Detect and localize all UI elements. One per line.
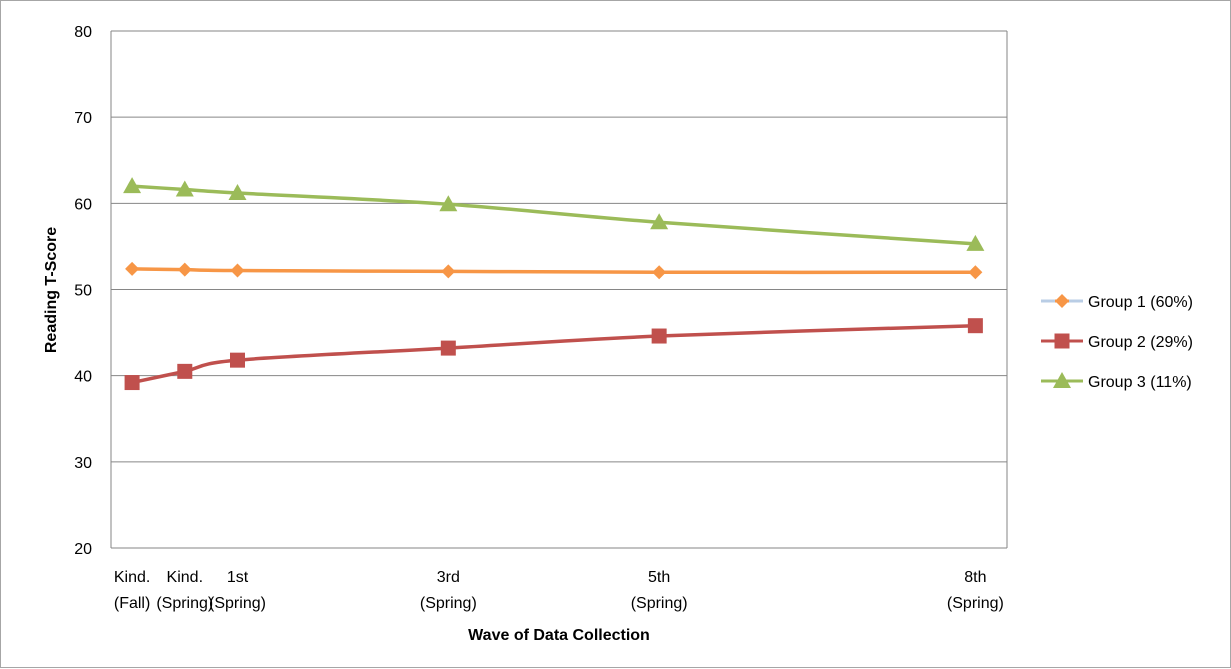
data-point <box>966 234 985 251</box>
y-tick-label: 80 <box>74 24 92 41</box>
y-tick-label: 60 <box>74 196 92 213</box>
data-point <box>440 340 456 356</box>
y-tick-label: 20 <box>74 541 92 558</box>
data-point <box>651 328 667 344</box>
data-point <box>229 352 245 368</box>
x-tick-labels: Kind. (Fall) Kind. (Spring) 1st (Spring) 3rd (S… <box>114 569 1004 612</box>
y-tick-label: 30 <box>74 455 92 472</box>
x-tick-label: Kind. <box>114 569 150 586</box>
data-point <box>230 263 245 278</box>
data-point <box>177 262 192 277</box>
x-tick-label: 8th <box>964 569 986 586</box>
y-tick-label: 40 <box>74 369 92 386</box>
x-tick-label: 5th <box>648 569 670 586</box>
series-markers <box>123 177 985 391</box>
legend-marker <box>1053 372 1071 388</box>
x-tick-sublabel: (Spring) <box>156 595 213 612</box>
data-point <box>125 261 140 276</box>
legend-marker <box>1054 333 1070 349</box>
x-tick-sublabel: (Spring) <box>631 595 688 612</box>
data-point <box>175 180 194 197</box>
data-point <box>967 318 983 334</box>
data-point <box>441 264 456 279</box>
axes <box>110 31 1008 548</box>
legend: Group 1 (60%) Group 2 (29%) Group 3 (11%) <box>1041 294 1193 391</box>
series-line-3 <box>131 184 976 246</box>
x-axis-title: Wave of Data Collection <box>468 627 650 644</box>
x-tick-label: Kind. <box>167 569 203 586</box>
series-lines <box>131 184 976 385</box>
gridlines <box>111 30 1007 549</box>
y-tick-labels: 20 30 40 50 60 70 80 <box>74 24 92 558</box>
legend-marker <box>1055 294 1069 308</box>
data-point <box>650 213 669 230</box>
y-tick-label: 50 <box>74 283 92 300</box>
series-line-1 <box>132 267 976 275</box>
x-tick-sublabel: (Spring) <box>947 595 1004 612</box>
data-point <box>652 265 667 280</box>
x-tick-sublabel: (Spring) <box>420 595 477 612</box>
legend-label: Group 1 (60%) <box>1088 294 1193 311</box>
data-point <box>177 363 193 379</box>
data-point <box>228 183 247 200</box>
data-point <box>439 195 458 212</box>
x-tick-sublabel: (Spring) <box>209 595 266 612</box>
data-point <box>124 375 140 391</box>
data-point <box>123 177 142 194</box>
data-point <box>968 265 983 280</box>
x-tick-label: 3rd <box>437 569 460 586</box>
series-line-2 <box>131 323 976 385</box>
legend-label: Group 3 (11%) <box>1088 374 1192 391</box>
y-axis-title: Reading T-Score <box>43 227 60 353</box>
legend-label: Group 2 (29%) <box>1088 334 1193 351</box>
x-tick-label: 1st <box>227 569 249 586</box>
y-tick-label: 70 <box>74 110 92 127</box>
x-tick-sublabel: (Fall) <box>114 595 150 612</box>
